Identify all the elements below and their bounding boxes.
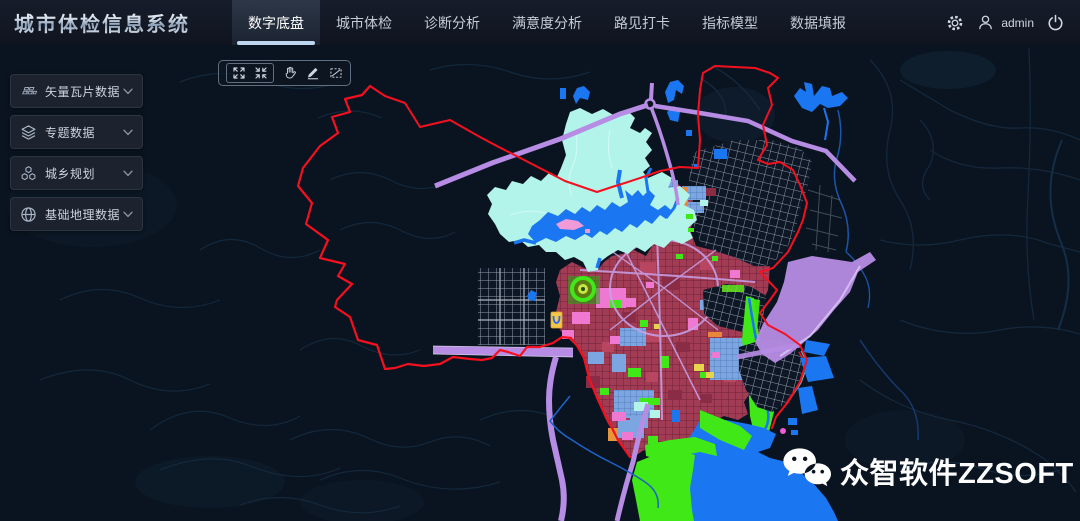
- nav-tabs: 数字底盘 城市体检 诊断分析 满意度分析 路见打卡 指标模型 数据填报: [232, 0, 862, 45]
- zoom-selection-icon: [254, 66, 268, 80]
- draw-measure-icon: [306, 66, 320, 80]
- urban-accents: [608, 200, 722, 441]
- cluster-icon: [20, 165, 37, 182]
- username-label: admin: [1001, 15, 1034, 30]
- harbor-basins: [788, 340, 834, 435]
- shore-green-band: [645, 437, 717, 460]
- shore-green-tongue: [700, 410, 752, 450]
- user-icon[interactable]: [977, 14, 994, 31]
- zoom-selection-button[interactable]: [254, 66, 268, 80]
- sidebar-item-label: 基础地理数据: [45, 207, 121, 222]
- tiles-icon: [20, 83, 37, 100]
- user-area: admin: [946, 0, 1064, 45]
- tab-5[interactable]: 指标模型: [702, 14, 758, 31]
- zoom-tool-group: [226, 63, 274, 83]
- chevron-down-icon: [123, 129, 133, 136]
- landmark-badge: [550, 311, 563, 329]
- pink-lagoon: [556, 219, 584, 230]
- clear-polygon-button[interactable]: [329, 66, 343, 80]
- admin-boundary: [296, 65, 808, 459]
- pan-hand-button[interactable]: [283, 66, 297, 80]
- power-icon[interactable]: [1047, 14, 1064, 31]
- tab-3[interactable]: 满意度分析: [512, 14, 582, 31]
- sidebar-item-0[interactable]: 矢量瓦片数据: [10, 74, 143, 108]
- tab-6[interactable]: 数据填报: [790, 14, 846, 31]
- tab-4[interactable]: 路见打卡: [614, 14, 670, 31]
- urban-core: [550, 180, 770, 458]
- layer-sidebar: 矢量瓦片数据 专题数据城乡规划基础地理数据: [10, 74, 143, 231]
- tab-1[interactable]: 城市体检: [336, 14, 392, 31]
- satellite-town-west: [478, 268, 545, 345]
- settings-gear-icon[interactable]: [946, 14, 964, 32]
- tab-0[interactable]: 数字底盘: [232, 0, 320, 45]
- app-title: 城市体检信息系统: [14, 8, 190, 37]
- sidebar-item-label: 城乡规划: [45, 166, 96, 181]
- coast-pink-dot: [780, 428, 786, 434]
- reservoir-lake: [528, 190, 671, 243]
- globe-icon: [20, 206, 37, 223]
- sidebar-item-2[interactable]: 城乡规划: [10, 156, 143, 190]
- zoom-extent-button[interactable]: [232, 66, 246, 80]
- tab-2[interactable]: 诊断分析: [424, 14, 480, 31]
- sidebar-item-label: 矢量瓦片数据: [45, 84, 121, 99]
- top-nav-bar: 城市体检信息系统 数字底盘 城市体检 诊断分析 满意度分析 路见打卡 指标模型 数据填报 a…: [0, 0, 1080, 45]
- chevron-down-icon: [123, 170, 133, 177]
- shore-green-west: [632, 452, 695, 521]
- draw-measure-button[interactable]: [306, 66, 320, 80]
- pan-hand-icon: [283, 66, 297, 80]
- zoom-extent-icon: [232, 66, 246, 80]
- sidebar-item-3[interactable]: 基础地理数据: [10, 197, 143, 231]
- lake-arms: [513, 167, 680, 269]
- layers-icon: [20, 124, 37, 141]
- clear-polygon-icon: [329, 66, 343, 80]
- stadium: [568, 276, 600, 304]
- chevron-down-icon: [123, 88, 133, 95]
- sidebar-item-1[interactable]: 专题数据: [10, 115, 143, 149]
- chevron-down-icon: [123, 211, 133, 218]
- sidebar-item-label: 专题数据: [45, 125, 96, 140]
- bay-and-coast: [549, 340, 838, 521]
- map-toolbar: [218, 60, 351, 86]
- streams-east: [833, 109, 919, 441]
- stream-southwest: [549, 395, 659, 509]
